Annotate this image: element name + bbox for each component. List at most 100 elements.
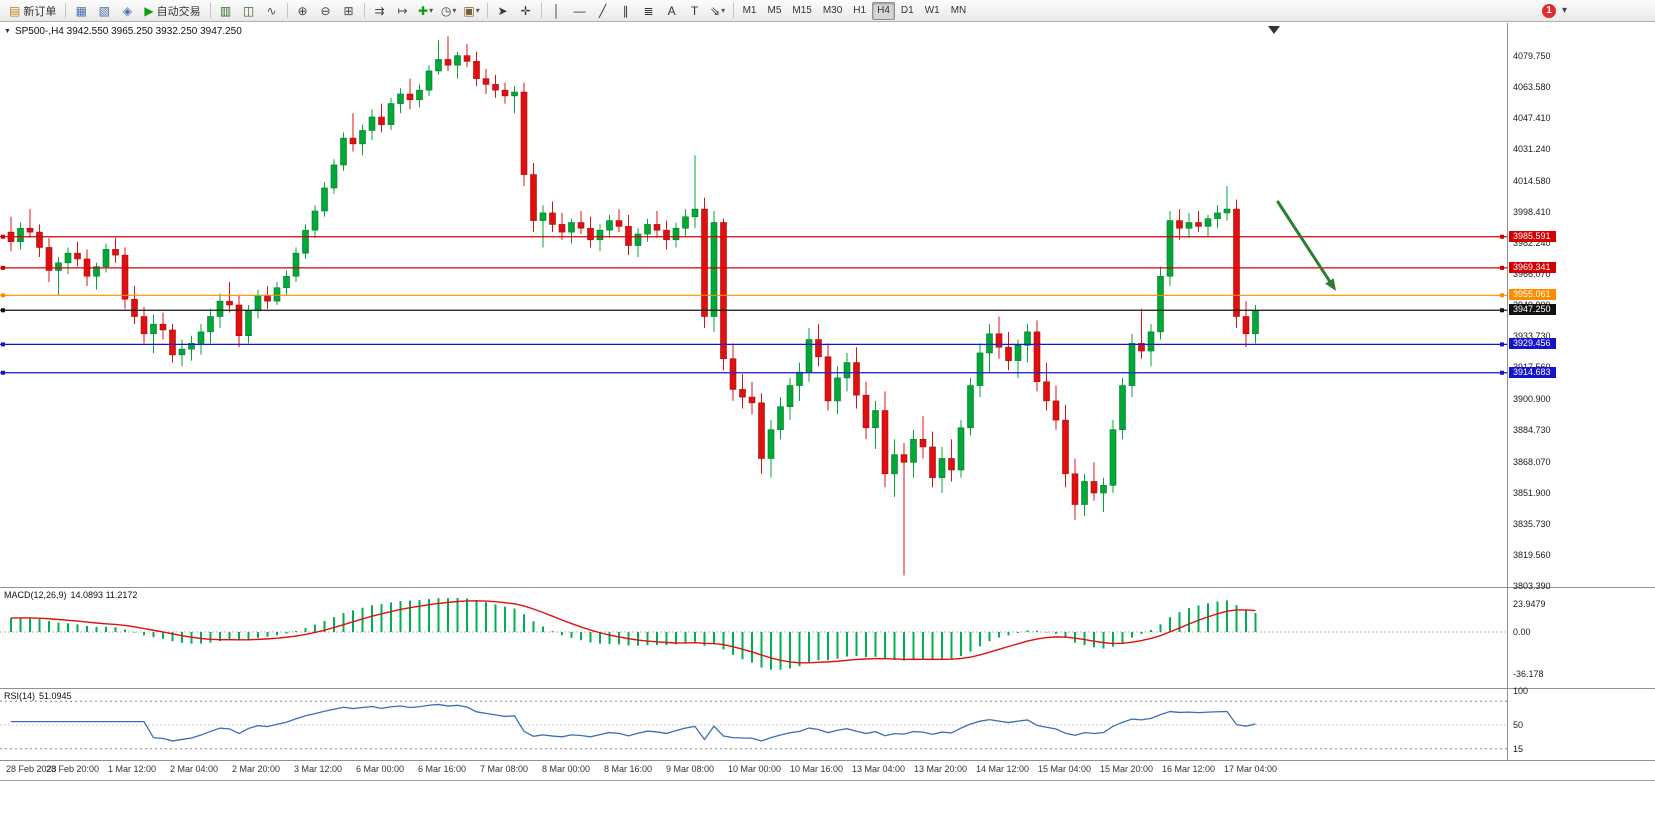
line-end-marker: [1, 342, 5, 347]
dropdown-caret-icon[interactable]: ▾: [721, 6, 726, 15]
toolbar-separator: [286, 3, 288, 18]
crosshair-icon[interactable]: ✛: [515, 2, 537, 20]
dropdown-caret-icon[interactable]: ▾: [452, 6, 457, 15]
arrow-annotation[interactable]: [1276, 200, 1331, 283]
channel-icon-icon: ∥: [622, 3, 629, 18]
line-end-marker: [1500, 234, 1504, 239]
new-order-button[interactable]: ▤ 新订单: [4, 2, 61, 20]
fibonacci-icon[interactable]: ≣: [638, 2, 660, 20]
price-line-badge: 3985.591: [1509, 230, 1556, 242]
trendline-icon-icon: ╱: [598, 3, 607, 18]
metaeditor-icon[interactable]: ◈: [116, 2, 138, 20]
horizontal-line-icon-icon: ―: [573, 3, 586, 18]
autotrading-icon: ▶: [144, 3, 154, 18]
zoom-out-icon-icon: ⊖: [320, 3, 331, 18]
arrows-icon[interactable]: ⇘ ▾: [707, 2, 729, 20]
chart-header: ▼ SP500-,H4 3942.550 3965.250 3932.250 3…: [4, 26, 242, 37]
autotrading-button[interactable]: ▶ 自动交易: [139, 2, 205, 20]
macd-pane[interactable]: MACD(12,26,9) 14.0893 11.2172: [0, 588, 1507, 688]
price-axis-label: 4079.750: [1513, 51, 1551, 62]
timeframe-M1[interactable]: M1: [742, 5, 757, 16]
bar-chart-icon[interactable]: ▥: [215, 2, 237, 20]
notification-badge[interactable]: 1: [1541, 3, 1556, 18]
pane-separator[interactable]: [0, 688, 1655, 689]
timeframe-W1[interactable]: W1: [924, 5, 940, 16]
line-chart-icon[interactable]: ∿: [261, 2, 283, 20]
vertical-line-icon[interactable]: │: [546, 2, 568, 20]
price-axis-label: 4014.580: [1513, 176, 1551, 187]
timeframe-M15[interactable]: M15: [792, 5, 812, 16]
price-chart-svg[interactable]: [0, 23, 1507, 587]
chart-shift-icon-icon: ↦: [397, 3, 408, 18]
new-order-button-label: 新订单: [23, 5, 57, 18]
timeframe-H4[interactable]: H4: [872, 1, 895, 20]
timeframe-D1[interactable]: D1: [900, 5, 914, 16]
price-axis-label: 4047.410: [1513, 113, 1551, 124]
price-axis-label: 3998.410: [1513, 207, 1551, 218]
macd-indicator-name: MACD(12,26,9): [4, 590, 67, 600]
line-end-marker: [1500, 293, 1504, 298]
tile-windows-icon[interactable]: ⊞: [338, 2, 360, 20]
channel-icon[interactable]: ∥: [615, 2, 637, 20]
time-axis-label: 8 Mar 16:00: [604, 764, 653, 774]
timeframe-MN[interactable]: MN: [950, 5, 967, 16]
time-axis-label: 28 Feb 20:00: [46, 764, 100, 774]
timeframe-M5[interactable]: M5: [767, 5, 782, 16]
macd-chart-svg[interactable]: [0, 588, 1507, 688]
toolbar-separator: [65, 3, 67, 18]
chart-shift-icon[interactable]: ↦: [392, 2, 414, 20]
toolbar-overflow-icon[interactable]: ▾: [1561, 5, 1567, 16]
time-axis-label: 17 Mar 04:00: [1224, 764, 1278, 774]
dropdown-caret-icon[interactable]: ▾: [429, 6, 434, 15]
candlestick-chart-icon[interactable]: ◫: [238, 2, 260, 20]
horizontal-line-icon[interactable]: ―: [569, 2, 591, 20]
toolbar-separator: [486, 3, 488, 18]
auto-scroll-icon-icon: ⇉: [374, 3, 385, 18]
time-axis-separator: [0, 760, 1655, 761]
line-chart-icon-icon: ∿: [266, 3, 277, 18]
dropdown-caret-icon[interactable]: ▾: [475, 6, 480, 15]
time-axis-label: 15 Mar 20:00: [1100, 764, 1154, 774]
rsi-label: RSI(14) 51.0945: [4, 691, 76, 701]
timeframe-H1[interactable]: H1: [853, 5, 867, 16]
toolbar-separator: [540, 3, 542, 18]
line-end-marker: [1, 370, 5, 375]
indicators-icon[interactable]: ✚ ▾: [415, 2, 437, 20]
time-axis-label: 14 Mar 12:00: [976, 764, 1030, 774]
chart-shift-triangle-icon[interactable]: [1268, 26, 1280, 34]
templates-icon[interactable]: ▣ ▾: [461, 2, 483, 20]
cursor-icon[interactable]: ➤: [492, 2, 514, 20]
time-axis[interactable]: 28 Feb 2023 28 Feb 20:00 1 Mar 12:00 2 Mar …: [0, 761, 1507, 781]
zoom-in-icon[interactable]: ⊕: [292, 2, 314, 20]
time-axis-label: 28 Feb 2023: [6, 764, 57, 774]
timeframe-M30[interactable]: M30: [822, 5, 843, 16]
toolbar-separator: [363, 3, 365, 18]
chart-window-icon[interactable]: ▦: [70, 2, 92, 20]
periods-icon-icon: ◷: [440, 3, 452, 18]
collapse-triangle-icon[interactable]: ▼: [4, 28, 11, 35]
line-end-marker: [1500, 265, 1504, 270]
macd-label: MACD(12,26,9) 14.0893 11.2172: [4, 590, 141, 600]
profiles-icon[interactable]: ▧: [93, 2, 115, 20]
periods-icon[interactable]: ◷ ▾: [438, 2, 460, 20]
price-axis-label: 3835.730: [1513, 519, 1551, 530]
time-axis-label: 2 Mar 04:00: [170, 764, 219, 774]
text-icon[interactable]: A: [661, 2, 683, 20]
zoom-out-icon[interactable]: ⊖: [315, 2, 337, 20]
autotrading-button-label: 自动交易: [156, 5, 201, 18]
pane-separator[interactable]: [0, 587, 1655, 588]
price-axis-label: 3917.560: [1513, 362, 1551, 373]
time-axis-label: 7 Mar 08:00: [480, 764, 529, 774]
rsi-pane[interactable]: RSI(14) 51.0945: [0, 689, 1507, 760]
indicators-icon-icon: ✚: [418, 3, 429, 18]
auto-scroll-icon[interactable]: ⇉: [369, 2, 391, 20]
text-label-icon[interactable]: T: [684, 2, 706, 20]
rsi-axis-label: 15: [1513, 743, 1524, 754]
chart-window-icon-icon: ▦: [75, 3, 88, 18]
trendline-icon[interactable]: ╱: [592, 2, 614, 20]
price-axis-label: 4031.240: [1513, 144, 1551, 155]
macd-signal-line: [10, 600, 1256, 664]
time-axis-label: 13 Mar 04:00: [852, 764, 906, 774]
main-chart-pane[interactable]: ▼ SP500-,H4 3942.550 3965.250 3932.250 3…: [0, 23, 1507, 587]
rsi-chart-svg[interactable]: [0, 689, 1507, 760]
